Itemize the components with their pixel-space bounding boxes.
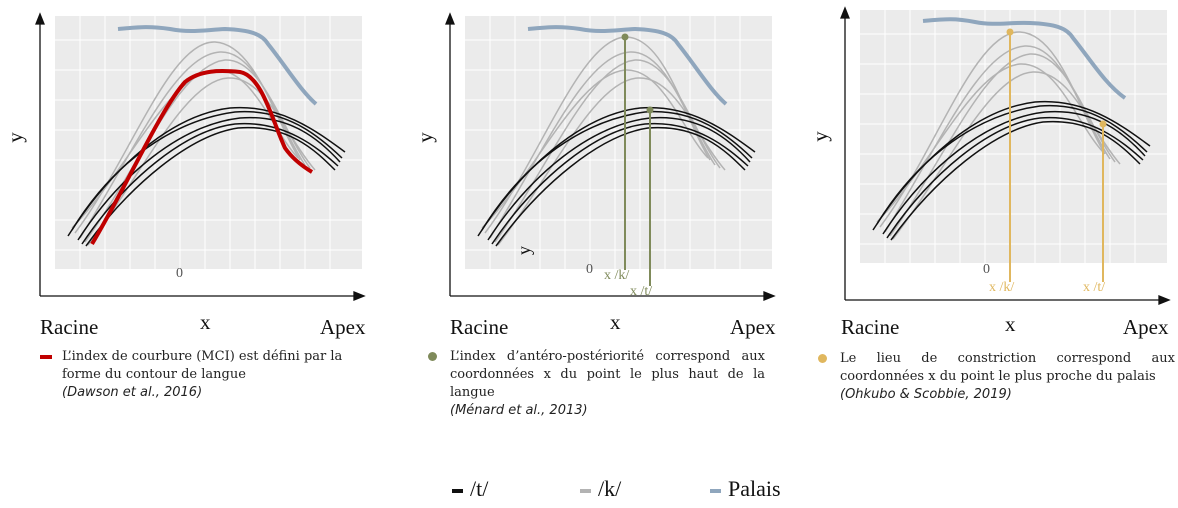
plot-background xyxy=(55,16,362,269)
tongue-contour-plot xyxy=(840,6,1171,305)
plot-background xyxy=(860,10,1167,263)
axes xyxy=(445,12,776,301)
racine-label: Racine xyxy=(841,315,900,339)
constriction-legend-dot xyxy=(818,354,827,363)
origin-tick-label: 0 xyxy=(586,262,593,277)
racine-label: Racine xyxy=(40,315,99,339)
palate-swatch xyxy=(710,488,721,493)
k-highest-point xyxy=(621,33,629,41)
tongue-contour-plot xyxy=(35,12,366,301)
t-highest-point xyxy=(646,106,654,114)
marker-k-label: x /k/ xyxy=(989,280,1015,295)
mci-legend-dash xyxy=(40,355,52,359)
highest-point-markers xyxy=(621,33,654,286)
inner-y-label: y xyxy=(514,246,534,255)
panel-curvature-index: y 0 Racine x Apex L’index de courbure (M… xyxy=(0,0,380,440)
origin-tick-label: 0 xyxy=(983,262,990,277)
caption: L’index d’antéro-postériorité correspond… xyxy=(428,348,765,420)
caption: Le lieu de constriction correspond aux c… xyxy=(818,350,1175,404)
reference: (Ménard et al., 2013) xyxy=(450,403,588,418)
k-swatch xyxy=(580,488,591,493)
legend-palate-label: Palais xyxy=(728,476,781,501)
t-contours xyxy=(872,100,1151,241)
mci-tongue-contour xyxy=(90,69,314,246)
legend-item-k: /k/ xyxy=(580,476,621,502)
palate-contour xyxy=(527,25,728,106)
t-contours xyxy=(477,106,756,247)
tongue-contour-plot xyxy=(445,12,776,301)
panel-anteroposterior-index: y y 0 x /k/ x /t/ Racine x Apex L’index … xyxy=(410,0,790,440)
reference: (Ohkubo & Scobbie, 2019) xyxy=(840,387,1012,402)
panel-constriction-location: y 0 x /k/ x /t/ Racine x Apex Le lieu de… xyxy=(805,0,1178,440)
origin-tick-label: 0 xyxy=(176,266,183,281)
caption-text: Le lieu de constriction correspond aux c… xyxy=(840,351,1175,384)
highest-point-legend-dot xyxy=(428,352,437,361)
marker-k-label: x /k/ xyxy=(604,268,630,283)
palate-contour xyxy=(117,25,318,106)
constriction-markers xyxy=(1006,28,1107,282)
palate-contour xyxy=(922,17,1127,100)
legend-item-palate: Palais xyxy=(710,476,781,502)
caption-text: L’index d’antéro-postériorité correspond… xyxy=(450,349,765,400)
marker-t-label: x /t/ xyxy=(630,284,653,299)
legend-t-label: /t/ xyxy=(470,476,489,501)
axes xyxy=(35,12,366,301)
t-swatch xyxy=(452,488,463,493)
axes xyxy=(840,6,1171,305)
y-axis-label: y xyxy=(412,132,437,143)
apex-label: Apex xyxy=(320,315,366,339)
marker-t-label: x /t/ xyxy=(1083,280,1106,295)
x-axis-label: x xyxy=(200,310,211,334)
plot-background xyxy=(465,16,772,269)
racine-label: Racine xyxy=(450,315,509,339)
y-axis-label: y xyxy=(807,131,832,142)
caption-text: L’index de courbure (MCI) est défini par… xyxy=(62,349,343,382)
legend-item-t: /t/ xyxy=(452,476,488,502)
apex-label: Apex xyxy=(730,315,776,339)
k-constriction-point xyxy=(1006,28,1014,36)
t-constriction-point xyxy=(1099,120,1107,128)
x-axis-label: x xyxy=(610,310,621,334)
x-axis-label: x xyxy=(1005,312,1016,336)
y-axis-label: y xyxy=(2,132,27,143)
apex-label: Apex xyxy=(1123,315,1169,339)
caption: L’index de courbure (MCI) est défini par… xyxy=(40,348,382,402)
legend-k-label: /k/ xyxy=(598,476,622,501)
reference: (Dawson et al., 2016) xyxy=(62,385,203,400)
